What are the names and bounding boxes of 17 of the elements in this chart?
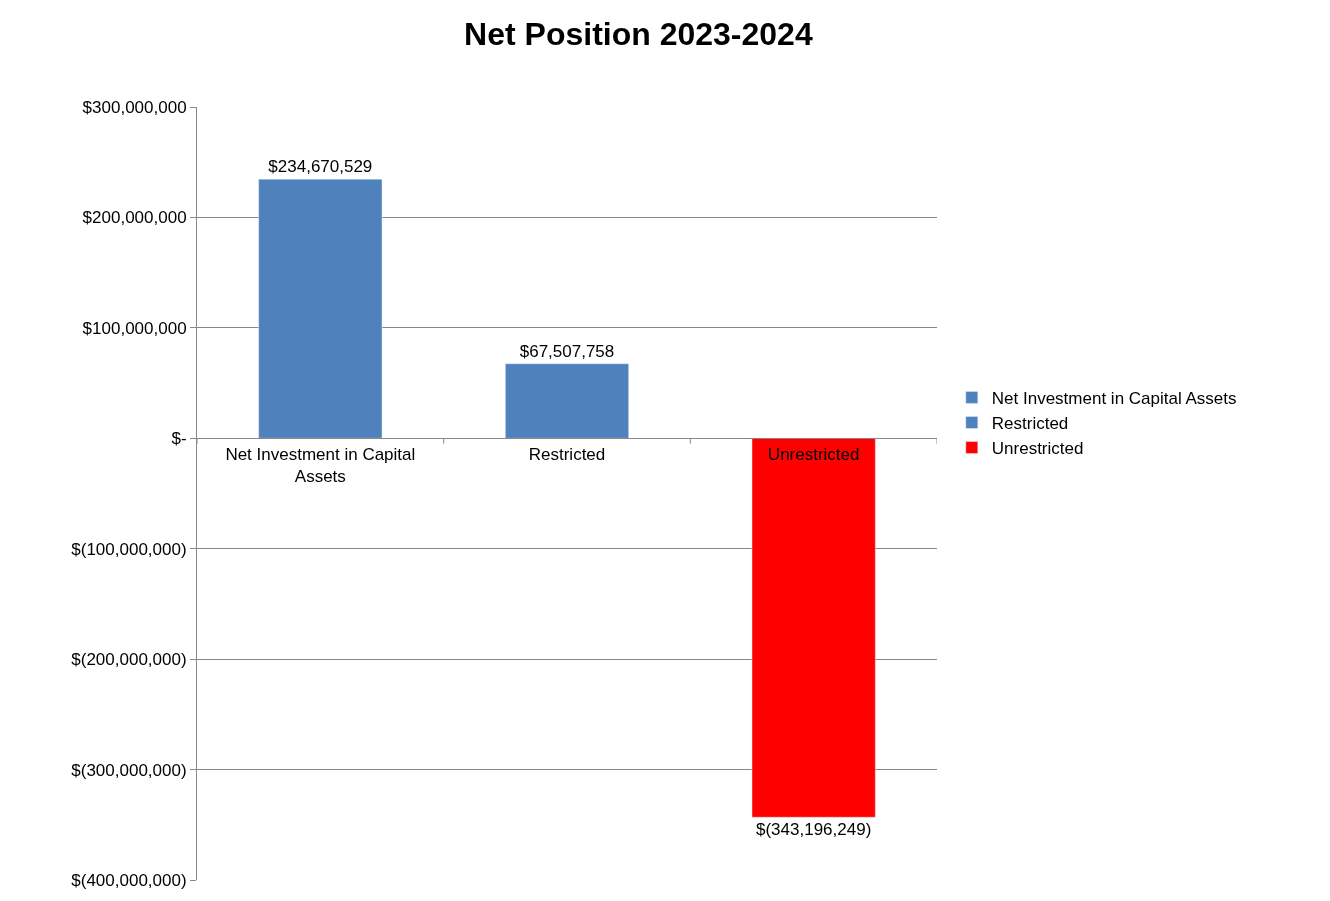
chart-title: Net Position 2023-2024 — [464, 15, 813, 52]
x-tick-label: Restricted — [528, 444, 606, 464]
data-label: $234,670,529 — [268, 157, 373, 177]
data-label: $67,507,758 — [519, 341, 615, 361]
y-tick-label: $(300,000,000) — [71, 760, 187, 780]
y-tick-label: $100,000,000 — [82, 318, 187, 338]
legend-label: Net Investment in Capital Assets — [991, 389, 1237, 409]
data-label: $(343,196,249) — [756, 820, 872, 840]
y-tick-label: $200,000,000 — [82, 208, 187, 228]
y-tick-label: $(200,000,000) — [71, 650, 187, 670]
legend-label: Restricted — [991, 414, 1069, 434]
x-tick-label: Net Investment in Capital Assets — [225, 444, 416, 486]
y-tick-label: $(100,000,000) — [71, 539, 187, 559]
y-tick-label: $(400,000,000) — [71, 870, 187, 890]
x-tick-label: Unrestricted — [767, 444, 860, 464]
y-tick-label: $- — [171, 429, 187, 449]
y-tick-label: $300,000,000 — [82, 97, 187, 117]
